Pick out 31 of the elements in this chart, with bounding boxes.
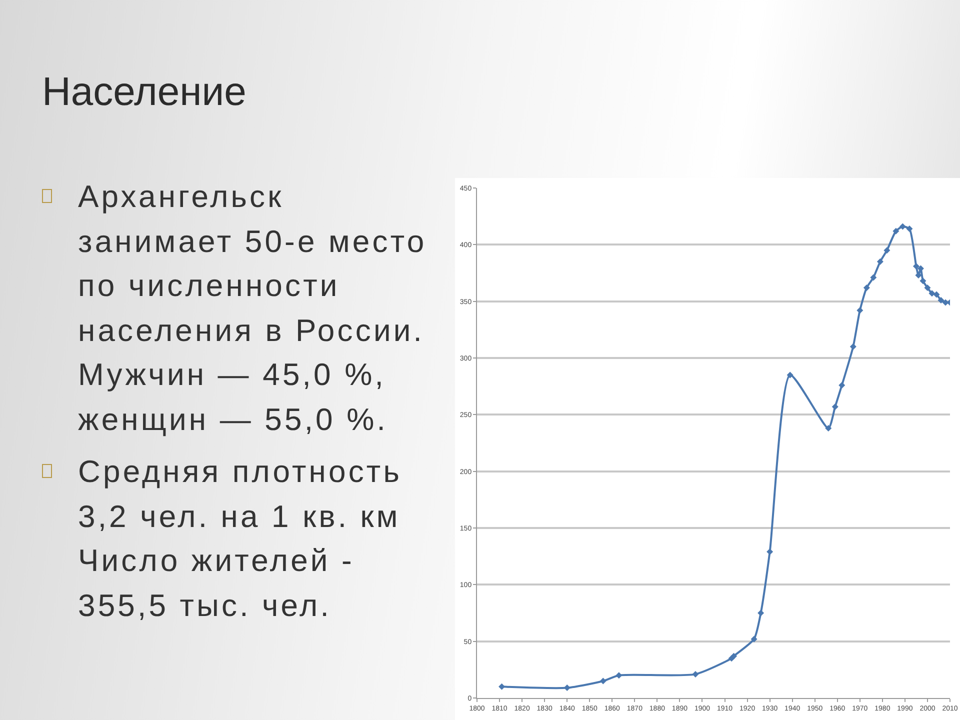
point — [928, 290, 936, 297]
point — [758, 610, 764, 616]
point — [906, 226, 913, 232]
point — [924, 284, 931, 291]
point — [730, 652, 738, 660]
point — [564, 684, 570, 692]
point — [938, 296, 944, 304]
point — [825, 425, 832, 432]
point — [856, 307, 864, 314]
text: Средняя плотность 3,2 чел. на 1 кв. км Число жителей - 355,5 тыс. чел. — [78, 454, 402, 622]
text: Архангельск занимает 50-е место по численности населения в России. Мужчин — 45,0 %, женщин — 55,0 %. — [78, 179, 427, 436]
point — [870, 274, 877, 281]
point — [838, 382, 846, 388]
point — [892, 228, 900, 234]
point — [899, 223, 906, 230]
point — [876, 258, 884, 265]
point — [832, 403, 838, 410]
point — [616, 672, 622, 679]
point — [920, 278, 926, 284]
point — [933, 291, 940, 298]
point — [692, 670, 699, 678]
point — [850, 343, 856, 350]
point — [884, 247, 890, 254]
point — [498, 683, 506, 690]
point — [912, 262, 920, 270]
point — [786, 372, 794, 378]
point — [863, 284, 870, 291]
point — [600, 678, 606, 684]
point — [766, 548, 774, 556]
point — [750, 636, 758, 642]
text: Население — [42, 70, 246, 115]
